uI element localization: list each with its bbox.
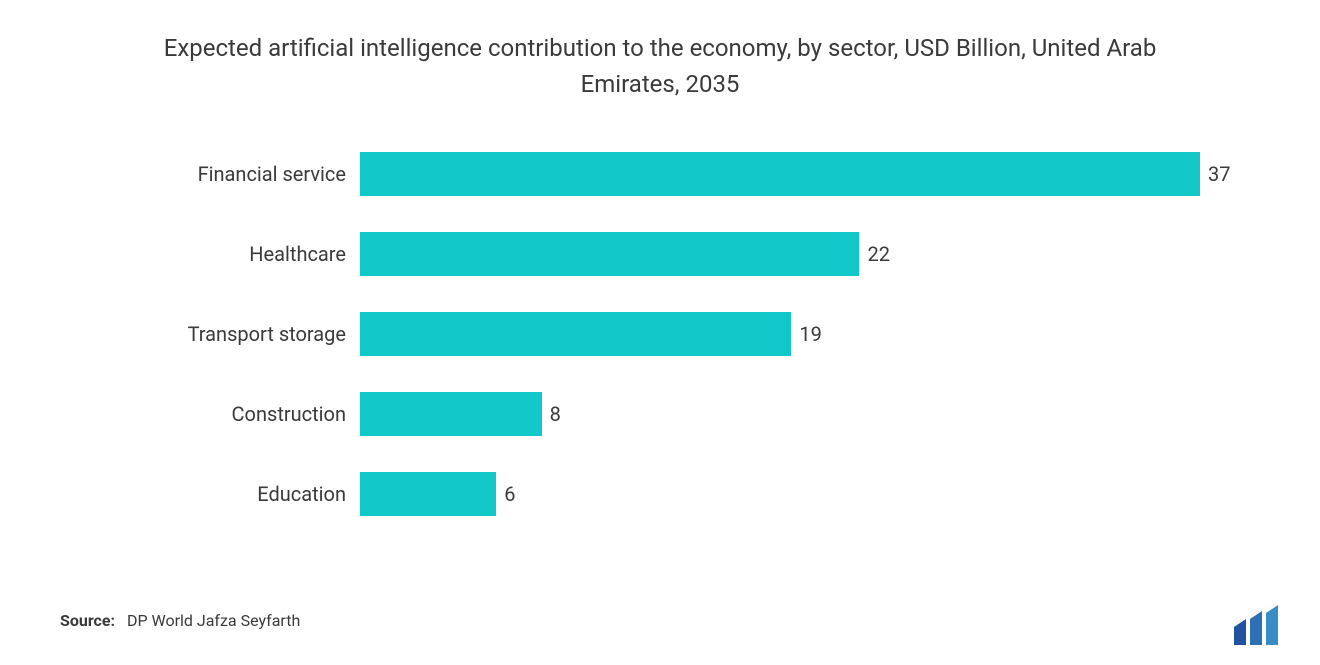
- bar-wrap: 8: [360, 392, 1260, 436]
- source-line: Source: DP World Jafza Seyfarth: [60, 611, 300, 630]
- source-text: DP World Jafza Seyfarth: [127, 611, 300, 630]
- value-label: 22: [867, 242, 889, 266]
- bar-wrap: 37: [360, 152, 1260, 196]
- bar-wrap: 22: [360, 232, 1260, 276]
- bar: [360, 392, 542, 436]
- bar: [360, 312, 791, 356]
- value-label: 8: [550, 402, 561, 426]
- bar-wrap: 19: [360, 312, 1260, 356]
- bar-wrap: 6: [360, 472, 1260, 516]
- bar-row: Construction 8: [60, 392, 1260, 436]
- logo-bar-2: [1250, 611, 1262, 645]
- plot-area: Financial service 37 Healthcare 22 Transport…: [60, 152, 1260, 572]
- logo-bar-1: [1234, 619, 1246, 645]
- source-prefix: Source:: [60, 611, 115, 630]
- bar-row: Transport storage 19: [60, 312, 1260, 356]
- bar-row: Education 6: [60, 472, 1260, 516]
- value-label: 37: [1208, 162, 1230, 186]
- chart-container: Expected artificial intelligence contrib…: [0, 0, 1320, 665]
- y-axis-label: Construction: [60, 402, 360, 426]
- chart-title: Expected artificial intelligence contrib…: [135, 30, 1185, 102]
- y-axis-label: Transport storage: [60, 322, 360, 346]
- y-axis-label: Healthcare: [60, 242, 360, 266]
- bar: [360, 152, 1200, 196]
- value-label: 19: [799, 322, 821, 346]
- brand-logo: [1234, 605, 1290, 645]
- bar: [360, 232, 859, 276]
- value-label: 6: [504, 482, 515, 506]
- logo-bar-3: [1266, 605, 1278, 645]
- bar: [360, 472, 496, 516]
- bar-row: Financial service 37: [60, 152, 1260, 196]
- bar-row: Healthcare 22: [60, 232, 1260, 276]
- y-axis-label: Education: [60, 482, 360, 506]
- y-axis-label: Financial service: [60, 162, 360, 186]
